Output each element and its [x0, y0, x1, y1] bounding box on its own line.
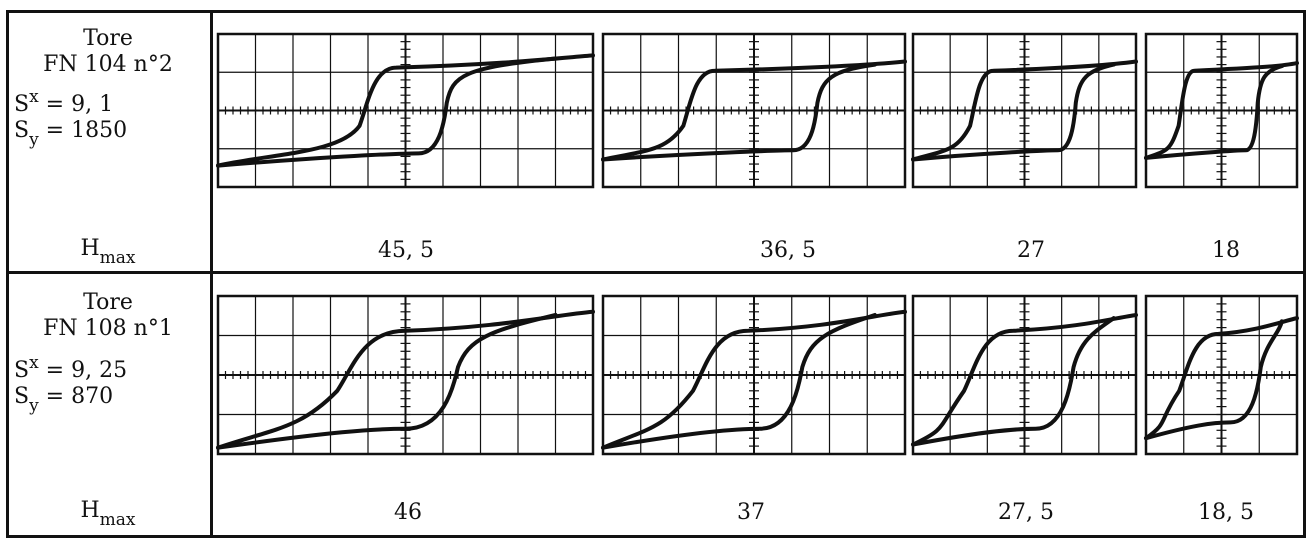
row1-sy: Sy = 1850 — [14, 118, 214, 150]
row2-hmax-value-4: 18, 5 — [1198, 500, 1254, 525]
row2-hmax-label: Hmax — [8, 498, 208, 530]
row1-sy-value: = 1850 — [38, 118, 128, 143]
row2-sy-sub: y — [29, 396, 39, 416]
panel-4-loop-descending — [1144, 64, 1284, 160]
row2-sx-sup: x — [29, 353, 39, 373]
panel-3-loop-descending — [911, 62, 1116, 162]
row2-hmax-value-3: 27, 5 — [998, 500, 1054, 525]
row2-sx-symbol: S — [14, 358, 30, 383]
panel-4-loop-ascending — [1144, 61, 1299, 160]
panel-2-loop-descending — [601, 62, 877, 162]
row1-tore-id: FN 104 n°2 — [43, 52, 173, 77]
row2-sy: Sy = 870 — [14, 384, 214, 416]
row1-hmax-value-4: 18 — [1212, 238, 1240, 263]
row1-sy-sub: y — [29, 130, 39, 150]
table-frame — [6, 10, 1306, 538]
row2-hmax-value-1: 46 — [394, 500, 422, 525]
panel-3-loop-ascending — [911, 59, 1138, 162]
panel-1-loop-descending — [216, 56, 558, 168]
row1-hmax-symbol: H — [80, 236, 100, 261]
row1-tore-label: Tore — [83, 26, 133, 51]
column-separator — [210, 10, 213, 538]
row2-tore-label: Tore — [83, 290, 133, 315]
row2-hmax-sub: max — [99, 510, 136, 530]
row1-sx-symbol: S — [14, 92, 30, 117]
panel-7-loop-ascending — [911, 312, 1138, 447]
row2-tore-id: FN 108 n°1 — [43, 316, 173, 341]
row1-sx-value: = 9, 1 — [38, 92, 114, 117]
row2-sx-value: = 9, 25 — [38, 358, 128, 383]
row2-sy-symbol: S — [14, 384, 30, 409]
panel-7-loop-descending — [911, 316, 1116, 447]
panel-5-loop-descending — [216, 312, 558, 450]
row1-sx: Sx = 9, 1 — [14, 87, 214, 119]
row-separator — [6, 271, 1306, 274]
row2-sy-value: = 870 — [38, 384, 114, 409]
row2-sx: Sx = 9, 25 — [14, 353, 214, 385]
panel-2-loop-ascending — [601, 59, 907, 162]
row1-hmax-value-3: 27 — [1017, 238, 1045, 263]
panel-8-loop-descending — [1144, 319, 1284, 441]
row2-hmax-value-2: 37 — [737, 500, 765, 525]
row1-hmax-label: Hmax — [8, 236, 208, 268]
row1-hmax-value-2: 36, 5 — [760, 238, 816, 263]
panel-6-loop-ascending — [601, 309, 907, 450]
row1-hmax-sub: max — [99, 248, 136, 268]
row1-hmax-value-1: 45, 5 — [378, 238, 434, 263]
row1-sx-sup: x — [29, 87, 39, 107]
panel-6-loop-descending — [601, 312, 877, 450]
row2-hmax-symbol: H — [80, 498, 100, 523]
row1-sy-symbol: S — [14, 118, 30, 143]
panel-8-loop-ascending — [1144, 316, 1299, 441]
